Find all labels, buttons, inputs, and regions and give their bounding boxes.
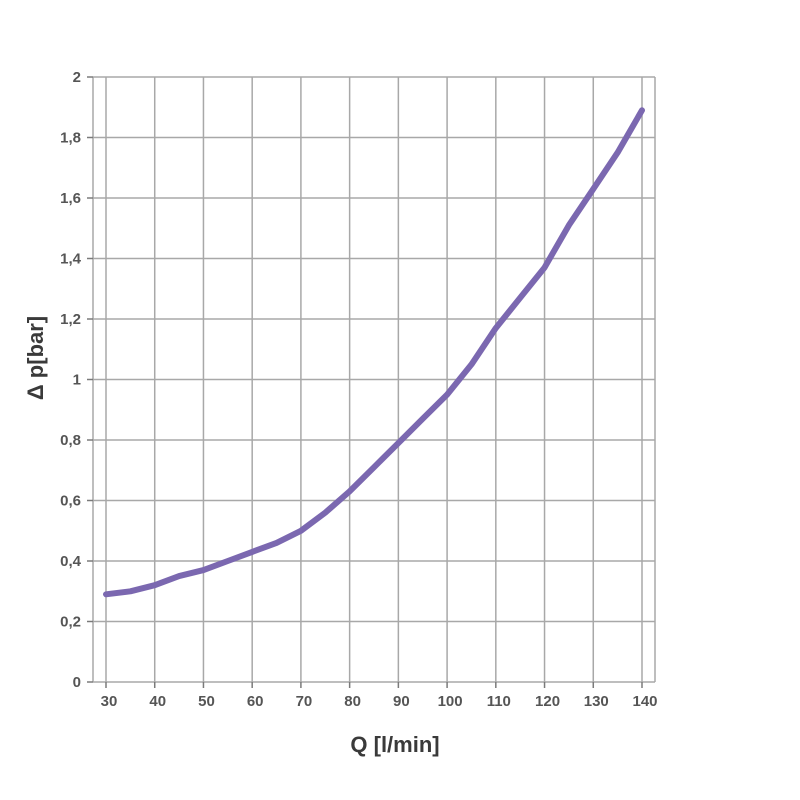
y-tick-label: 0,2 xyxy=(60,614,81,631)
x-tick-label: 100 xyxy=(438,693,463,710)
y-tick-label: 2 xyxy=(73,69,81,86)
x-tick-label: 30 xyxy=(101,693,118,710)
y-tick-label: 1,2 xyxy=(60,311,81,328)
x-tick-label: 120 xyxy=(535,693,560,710)
x-tick-label: 80 xyxy=(344,693,361,710)
x-tick-label: 60 xyxy=(247,693,264,710)
y-tick-label: 0 xyxy=(73,674,81,691)
y-axis-title: Δ p[bar] xyxy=(23,316,48,400)
x-tick-label: 50 xyxy=(198,693,215,710)
y-tick-label: 1 xyxy=(73,372,81,389)
x-tick-label: 40 xyxy=(149,693,166,710)
y-tick-label: 1,4 xyxy=(60,251,82,268)
series-layer xyxy=(103,107,645,598)
y-tick-label: 1,6 xyxy=(60,190,81,207)
y-tick-label: 0,6 xyxy=(60,493,81,510)
x-tick-label: 70 xyxy=(296,693,313,710)
series-line xyxy=(103,107,645,598)
x-tick-label: 110 xyxy=(487,693,511,710)
x-tick-label: 130 xyxy=(584,693,609,710)
y-tick-label: 1,8 xyxy=(60,130,81,147)
y-tick-label: 0,8 xyxy=(60,432,81,449)
y-tick-label: 0,4 xyxy=(60,553,82,570)
x-axis-title: Q [l/min] xyxy=(350,732,439,757)
x-tick-label: 90 xyxy=(393,693,410,710)
grid xyxy=(92,76,656,683)
axis-ticks: 0 0,2 0,4 0,6 0,8 1 1,2 1,4 1,6 1,8 2 30 40 50 60 70 80 9… xyxy=(60,69,657,710)
x-tick-label: 140 xyxy=(632,693,657,710)
